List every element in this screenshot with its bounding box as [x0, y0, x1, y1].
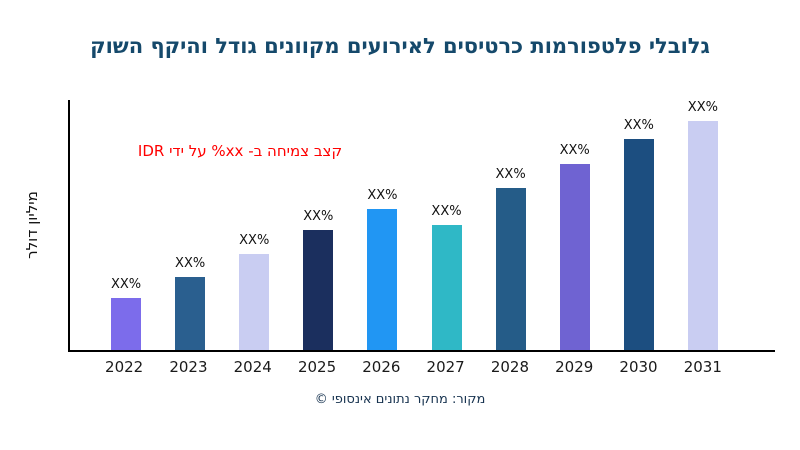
- bar: [367, 209, 398, 350]
- bar-series: XX% XX% XX% XX% XX% XX% XX% XX% XX% XX%: [70, 100, 775, 350]
- bar-slot: XX%: [350, 100, 414, 350]
- x-tick-label: 2024: [233, 358, 272, 376]
- source-caption: מקור: מחקר נתונים אינסופי ©: [314, 392, 486, 407]
- x-tick-label: 2029: [555, 358, 594, 376]
- bar-value-label: XX%: [367, 188, 398, 203]
- x-tick-label: 2030: [619, 358, 658, 376]
- bar: [559, 164, 590, 350]
- bar-value-label: XX%: [239, 232, 270, 248]
- bar-slot: XX%: [479, 100, 543, 350]
- page-title: גלובלי פלטפורמות כרטיסים לאירועים מקווני…: [90, 34, 710, 58]
- x-axis-tick-labels: 2022 2023 2024 2025 2026 2027 2028 2029 2030 2031: [68, 358, 775, 376]
- bar-value-label: XX%: [303, 209, 334, 225]
- bar-value-label: XX%: [175, 256, 206, 272]
- bar-slot: XX%: [607, 100, 671, 350]
- x-tick-label: 2027: [426, 358, 465, 376]
- x-tick-label: 2026: [362, 358, 401, 376]
- growth-rate-annotation: קצב צמיחה ב- xx% על ידי IDR: [137, 142, 343, 160]
- bar: [495, 187, 526, 350]
- bar-slot: XX%: [286, 100, 350, 350]
- bar-slot: XX%: [543, 100, 607, 350]
- bar: [239, 253, 270, 350]
- bar: [111, 298, 142, 350]
- x-tick-label: 2028: [490, 358, 530, 376]
- bar: [175, 277, 206, 350]
- chart-plot-area: XX% XX% XX% XX% XX% XX% XX% XX% XX% XX%: [68, 100, 775, 352]
- bar-slot: XX%: [94, 100, 158, 350]
- bar-value-label: XX%: [687, 100, 718, 115]
- x-tick-label: 2023: [169, 358, 208, 376]
- bar-slot: XX%: [222, 100, 286, 350]
- bar-value-label: XX%: [623, 117, 654, 133]
- x-tick-label: 2022: [105, 358, 144, 376]
- x-tick-label: 2025: [297, 358, 337, 376]
- y-axis-label: מיליון דולר: [23, 191, 41, 259]
- bar-slot: XX%: [414, 100, 478, 350]
- bar: [623, 138, 654, 350]
- bar-value-label: XX%: [431, 204, 462, 220]
- bar: [687, 121, 718, 350]
- bar: [303, 230, 334, 350]
- bar-value-label: XX%: [110, 277, 142, 293]
- bar-value-label: XX%: [559, 143, 590, 159]
- bar: [431, 225, 462, 350]
- bar-slot: XX%: [158, 100, 222, 350]
- bar-value-label: XX%: [495, 166, 526, 182]
- bar-slot: XX%: [671, 100, 735, 350]
- x-tick-label: 2031: [683, 358, 722, 376]
